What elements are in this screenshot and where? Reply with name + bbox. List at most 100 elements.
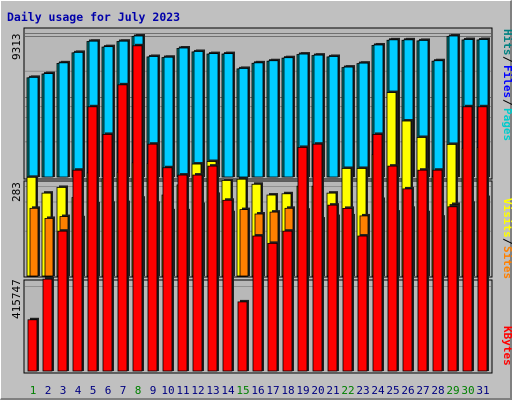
kbytes-bar — [327, 203, 339, 372]
x-tick-label: 25 — [386, 384, 399, 397]
kbytes-bar-face — [237, 301, 248, 372]
hits-bar-face — [283, 57, 294, 178]
kbytes-bar — [477, 104, 489, 372]
hits-bar — [358, 61, 370, 178]
hits-bar-face — [238, 68, 249, 178]
hits-bar-face — [253, 62, 264, 178]
x-tick-label: 6 — [105, 384, 112, 397]
hits-bar-face — [223, 53, 234, 178]
legend-sep-1: / — [501, 56, 512, 63]
kbytes-bar — [282, 229, 294, 372]
kbytes-bar-face — [162, 167, 173, 372]
hits-bar-face — [43, 73, 54, 178]
hits-legend: Hits / Files / Pages — [501, 29, 512, 141]
kbytes-bar — [27, 317, 39, 372]
hits-bar-face — [343, 66, 354, 178]
kbytes-bar — [372, 132, 384, 372]
hits-bar-face — [178, 47, 189, 178]
kbytes-bar — [462, 104, 474, 372]
x-tick-labels: 1 2 3 4 5 6 7 8 9 10 11 12 13 14 15 16 17 18 19 20 21 22 23 24 2… — [30, 384, 490, 397]
kbytes-bar — [207, 164, 219, 372]
kbytes-bar-face — [252, 235, 263, 372]
kbytes-bar-face — [417, 169, 428, 372]
legend-sites: Sites — [501, 246, 512, 279]
hits-bar-face — [73, 51, 84, 178]
visits-legend: Visits / Sites — [501, 198, 512, 279]
kbytes-bar-face — [102, 134, 113, 372]
kbytes-bar-face — [222, 199, 233, 372]
visits-ymax-label: 283 — [10, 182, 23, 202]
kbytes-bar — [357, 234, 369, 372]
x-tick-label: 29 — [446, 384, 459, 397]
kbytes-bar-face — [117, 84, 128, 372]
kbytes-bar-face — [42, 278, 53, 372]
x-tick-label: 23 — [356, 384, 369, 397]
kbytes-bar — [387, 164, 399, 372]
hits-bar — [238, 66, 250, 178]
x-tick-label: 8 — [135, 384, 142, 397]
kbytes-bar-face — [72, 169, 83, 372]
kbytes-bar — [147, 142, 159, 372]
kbytes-bar-face — [27, 319, 38, 372]
kbytes-bar — [102, 132, 114, 372]
x-tick-label: 19 — [296, 384, 309, 397]
x-tick-label: 13 — [206, 384, 219, 397]
kbytes-bar-face — [477, 106, 488, 372]
x-tick-label: 2 — [45, 384, 52, 397]
kbytes-bar — [117, 82, 129, 372]
bar-marks — [26, 34, 490, 372]
kbytes-bar — [417, 168, 429, 372]
kbytes-bar — [267, 241, 279, 372]
hits-bar-face — [268, 60, 279, 178]
hits-bar — [28, 75, 40, 178]
x-tick-label: 12 — [191, 384, 204, 397]
kbytes-bar-face — [327, 204, 338, 372]
kbytes-bar — [72, 168, 84, 372]
kbytes-bar — [312, 142, 324, 372]
hits-bar — [208, 51, 220, 178]
kbytes-bar — [342, 206, 354, 372]
x-tick-label: 10 — [161, 384, 174, 397]
hits-bar-face — [208, 53, 219, 178]
kbytes-bar-face — [267, 242, 278, 372]
kbytes-bar-face — [147, 143, 158, 372]
kbytes-bar — [447, 204, 459, 372]
x-tick-label: 17 — [266, 384, 279, 397]
kbytes-ymax-label: 415747 — [10, 279, 23, 319]
hits-ymax-label: 9313 — [10, 34, 23, 61]
hits-bar — [73, 50, 85, 178]
kbytes-bar — [252, 234, 264, 372]
kbytes-bar-face — [402, 188, 413, 372]
x-tick-label: 21 — [326, 384, 339, 397]
x-tick-label: 16 — [251, 384, 264, 397]
hits-bar — [193, 49, 205, 178]
chart-title: Daily usage for July 2023 — [7, 10, 180, 24]
kbytes-bar — [192, 173, 204, 372]
kbytes-legend: KBytes — [501, 326, 512, 366]
x-tick-label: 22 — [341, 384, 354, 397]
kbytes-bar-face — [387, 165, 398, 372]
legend-pages: Pages — [501, 108, 512, 141]
x-tick-label: 31 — [476, 384, 489, 397]
sites-bar-face — [44, 218, 54, 277]
kbytes-bar — [87, 104, 99, 372]
kbytes-bar — [132, 43, 144, 372]
kbytes-bar-face — [312, 143, 323, 372]
kbytes-bar-face — [177, 174, 188, 372]
x-tick-label: 20 — [311, 384, 324, 397]
hits-bar-face — [358, 62, 369, 178]
x-tick-label: 24 — [371, 384, 385, 397]
kbytes-bar — [42, 277, 54, 372]
legend-kbytes: KBytes — [501, 326, 512, 366]
sites-bar-face — [239, 209, 249, 277]
x-tick-label: 3 — [60, 384, 67, 397]
kbytes-bar-face — [132, 45, 143, 372]
kbytes-bar-face — [357, 235, 368, 372]
kbytes-bar-face — [57, 230, 68, 372]
kbytes-bar — [237, 299, 249, 372]
sites-bar — [44, 216, 55, 277]
hits-bar — [268, 58, 280, 178]
x-tick-label: 1 — [30, 384, 37, 397]
hits-bar — [433, 58, 445, 178]
x-tick-label: 14 — [221, 384, 235, 397]
